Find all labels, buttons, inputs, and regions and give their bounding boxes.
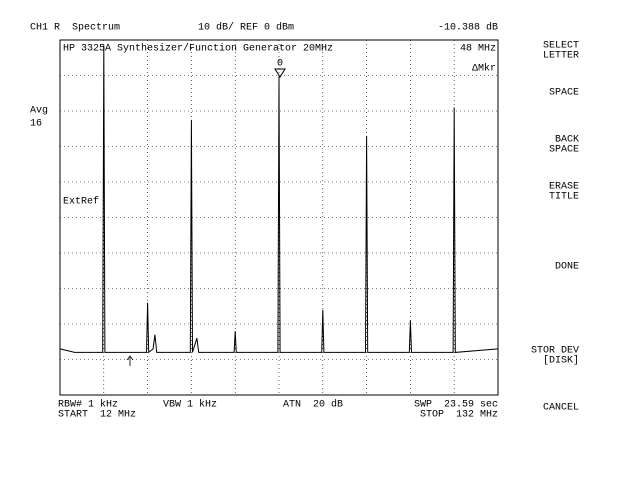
sweep-time: SWP 23.59 sec [414, 400, 498, 411]
stop-freq: STOP 132 MHz [420, 410, 498, 421]
softkey-label[interactable]: LETTER [543, 51, 579, 62]
avg-count: 16 [30, 119, 42, 130]
ext-ref: ExtRef [63, 196, 99, 208]
softkey-label[interactable]: BACK [555, 135, 579, 146]
vbw: VBW 1 kHz [163, 399, 217, 411]
softkey-label[interactable]: CANCEL [543, 403, 579, 414]
attenuation: ATN 20 dB [283, 399, 343, 411]
softkey[interactable]: CANCEL [543, 403, 579, 414]
softkey-label[interactable]: DONE [555, 262, 579, 273]
softkey[interactable]: STOR DEV[DISK] [531, 346, 579, 367]
marker-frequency: 48 MHz [460, 44, 496, 55]
trace-title: HP 3325A Synthesizer/Function Generator … [63, 43, 333, 55]
rbw: RBW# 1 kHz [58, 399, 118, 411]
channel-label: CH1 R Spectrum [30, 23, 120, 34]
start-freq: START 12 MHz [58, 410, 136, 421]
softkey-label[interactable]: SPACE [549, 145, 579, 156]
marker-mode: ΔMkr [472, 63, 496, 75]
spectrum-trace [59, 45, 499, 354]
softkeys: SELECTLETTERSPACEBACKSPACEERASETITLEDONE… [531, 41, 579, 414]
softkey-label[interactable]: [DISK] [543, 355, 579, 367]
softkey-label[interactable]: SPACE [549, 88, 579, 99]
softkey-label[interactable]: ERASE [549, 182, 579, 193]
marker-triangle [274, 68, 286, 78]
softkey-label[interactable]: TITLE [549, 192, 579, 203]
softkey-label[interactable]: STOR DEV [531, 346, 579, 357]
softkey[interactable]: SPACE [549, 88, 579, 99]
marker-label: 0 [277, 59, 283, 70]
avg-label: Avg [30, 106, 48, 117]
softkey-label[interactable]: SELECT [543, 41, 579, 52]
softkey[interactable]: DONE [555, 262, 579, 273]
scale-label: 10 dB/ REF 0 dBm [198, 22, 294, 34]
ref-arrow [126, 355, 134, 366]
marker-readout: -10.388 dB [438, 22, 498, 34]
plot-frame [59, 39, 499, 396]
